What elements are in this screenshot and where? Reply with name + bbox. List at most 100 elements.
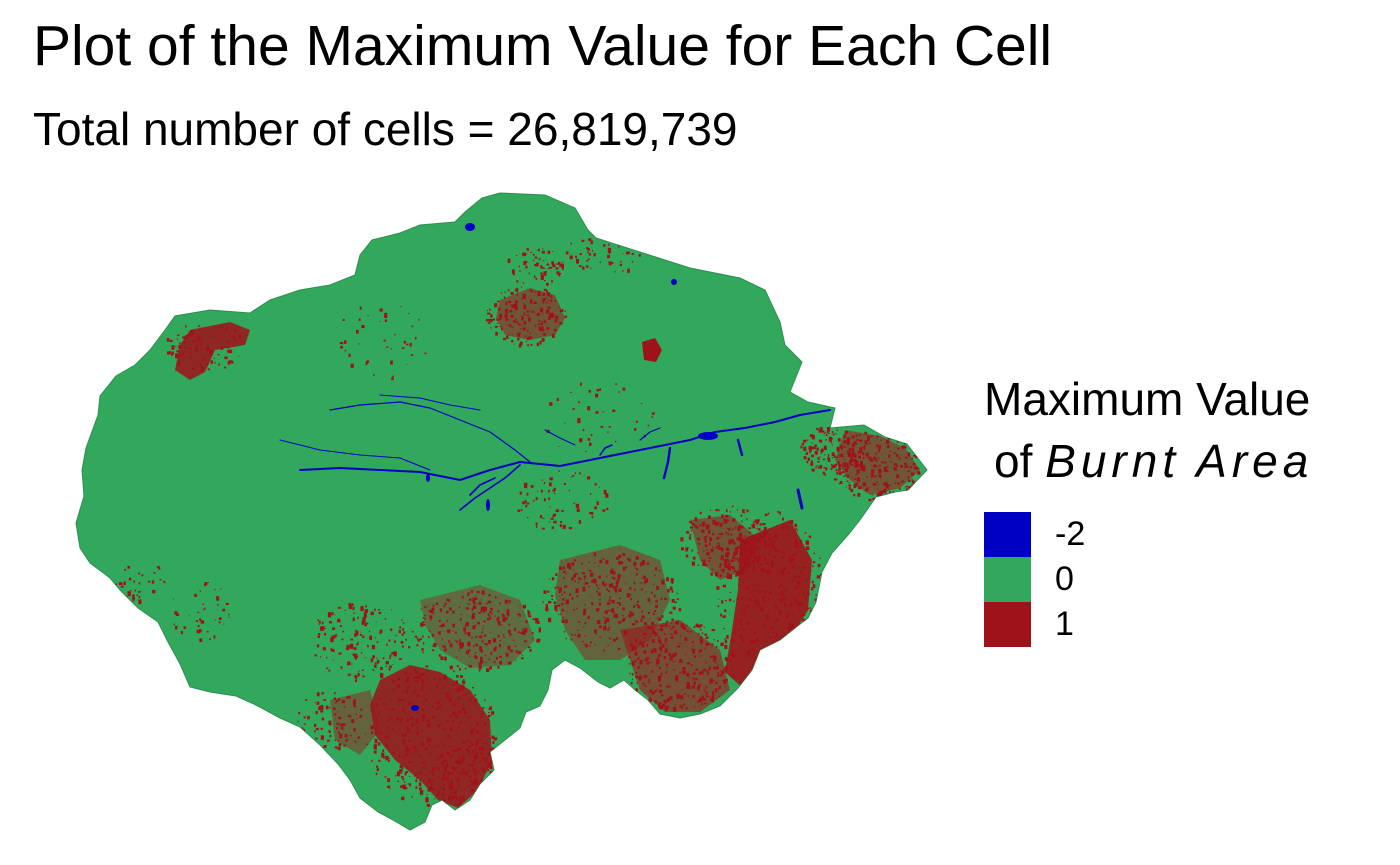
burnt-speckle	[509, 633, 512, 636]
burnt-speckle	[825, 467, 828, 471]
burnt-speckle	[615, 584, 619, 588]
burnt-speckle	[476, 723, 479, 726]
burnt-speckle	[645, 578, 649, 583]
burnt-speckle	[548, 316, 551, 318]
burnt-speckle	[864, 431, 868, 435]
burnt-speckle	[802, 566, 806, 569]
burnt-speckle	[232, 335, 236, 340]
burnt-speckle	[717, 664, 719, 668]
burnt-speckle	[348, 714, 350, 716]
burnt-speckle	[757, 532, 760, 534]
burnt-speckle	[666, 698, 670, 702]
burnt-speckle	[412, 692, 415, 695]
burnt-speckle	[534, 324, 537, 327]
burnt-speckle	[387, 726, 390, 729]
burnt-speckle	[474, 624, 477, 627]
burnt-speckle	[538, 630, 541, 633]
burnt-speckle	[475, 730, 480, 734]
burnt-speckle	[856, 438, 859, 441]
burnt-speckle	[801, 631, 805, 634]
burnt-speckle	[805, 636, 808, 639]
burnt-speckle	[805, 540, 809, 545]
burnt-speckle	[402, 768, 404, 770]
burnt-speckle	[194, 347, 199, 352]
burnt-speckle	[365, 605, 367, 608]
burnt-speckle	[346, 644, 350, 649]
burnt-speckle	[698, 684, 702, 687]
burnt-speckle	[885, 493, 887, 495]
burnt-speckle	[780, 591, 784, 597]
burnt-speckle	[867, 456, 870, 459]
burnt-speckle	[464, 667, 467, 670]
burnt-speckle	[784, 603, 787, 607]
burnt-speckle	[591, 602, 594, 606]
burnt-speckle	[669, 586, 673, 591]
burnt-speckle	[471, 728, 475, 732]
burnt-speckle	[516, 321, 519, 324]
burnt-speckle	[402, 778, 405, 781]
burnt-speckle	[809, 570, 812, 572]
burnt-speckle	[439, 608, 443, 612]
burnt-speckle	[655, 600, 658, 603]
burnt-speckle	[480, 713, 483, 715]
burnt-speckle	[444, 602, 447, 605]
burnt-speckle	[439, 756, 442, 759]
burnt-speckle	[827, 457, 830, 460]
burnt-speckle	[552, 263, 556, 268]
burnt-speckle	[570, 476, 573, 478]
burnt-speckle	[694, 525, 697, 528]
burnt-speckle	[351, 603, 354, 607]
burnt-speckle	[871, 494, 874, 496]
burnt-speckle	[421, 680, 425, 684]
burnt-speckle	[653, 648, 657, 653]
burnt-speckle	[352, 606, 355, 611]
burnt-speckle	[708, 528, 710, 530]
burnt-speckle	[420, 622, 424, 627]
burnt-speckle	[741, 520, 743, 523]
burnt-speckle	[853, 453, 857, 458]
burnt-speckle	[404, 773, 407, 776]
burnt-speckle	[587, 438, 591, 441]
burnt-speckle	[688, 536, 692, 540]
burnt-speckle	[213, 357, 215, 359]
burnt-speckle	[706, 552, 710, 556]
burnt-speckle	[859, 439, 861, 442]
burnt-speckle	[322, 647, 326, 651]
burnt-speckle	[707, 515, 711, 519]
burnt-speckle	[176, 338, 179, 340]
burnt-speckle	[644, 658, 648, 662]
burnt-speckle	[650, 591, 653, 594]
burnt-speckle	[502, 617, 506, 622]
burnt-speckle	[712, 700, 715, 703]
burnt-speckle	[762, 599, 765, 601]
burnt-speckle	[425, 797, 429, 803]
burnt-speckle	[777, 528, 779, 530]
burnt-speckle	[443, 775, 446, 778]
burnt-speckle	[843, 434, 846, 438]
burnt-speckle	[507, 334, 509, 336]
burnt-speckle	[615, 637, 619, 640]
burnt-speckle	[438, 791, 440, 794]
burnt-speckle	[424, 617, 426, 620]
burnt-speckle	[766, 545, 768, 547]
burnt-speckle	[535, 497, 538, 501]
burnt-speckle	[528, 336, 532, 339]
burnt-speckle	[449, 643, 453, 648]
burnt-speckle	[598, 625, 602, 629]
burnt-region-south-mid	[420, 585, 535, 668]
burnt-speckle	[338, 716, 341, 720]
burnt-speckle	[912, 462, 916, 466]
burnt-speckle	[713, 533, 715, 535]
burnt-speckle	[407, 701, 411, 706]
burnt-speckle	[483, 626, 485, 628]
burnt-speckle	[446, 720, 449, 723]
burnt-speckle	[398, 770, 402, 774]
burnt-speckle	[794, 529, 796, 532]
burnt-speckle	[723, 668, 726, 671]
burnt-speckle	[718, 598, 720, 600]
burnt-speckle	[593, 578, 597, 583]
burnt-speckle	[690, 663, 693, 667]
burnt-speckle	[764, 541, 767, 545]
burnt-speckle	[518, 265, 520, 268]
burnt-speckle	[637, 605, 641, 609]
